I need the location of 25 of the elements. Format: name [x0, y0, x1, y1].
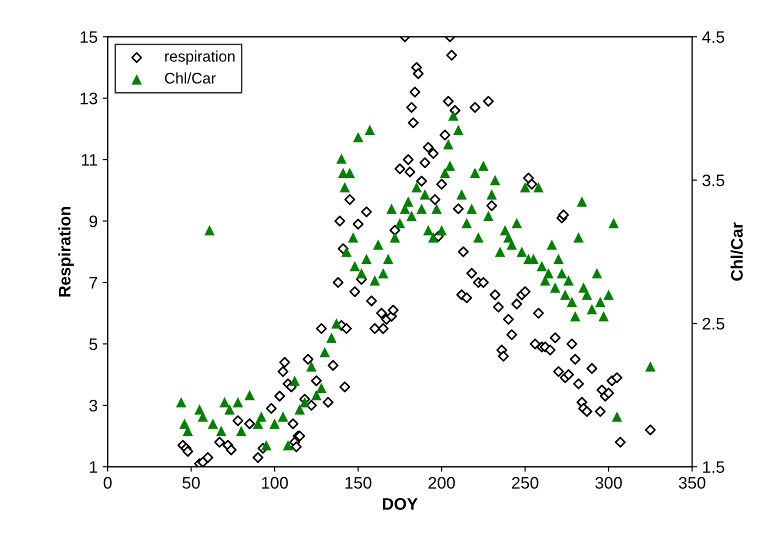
x-tick-label: 150 — [346, 476, 372, 489]
y2-axis-title: Chl/Car — [730, 222, 743, 281]
y-tick-label: 3 — [89, 400, 98, 412]
y2-tick-label: 1.5 — [703, 461, 724, 473]
legend-label: respiration — [165, 50, 235, 65]
x-tick-label: 250 — [512, 476, 538, 489]
x-tick-label: 300 — [595, 476, 622, 489]
x-tick-label: 200 — [428, 476, 455, 489]
y-tick-label: 5 — [89, 338, 98, 350]
legend-label: Chl/Car — [164, 72, 216, 84]
y2-tick-label: 2.5 — [702, 318, 724, 330]
x-axis-title: DOY — [382, 498, 418, 510]
y-tick-label: 1 — [90, 461, 98, 473]
x-tick-label: 100 — [262, 476, 288, 489]
x-tick-label: 0 — [104, 476, 112, 489]
y2-tick-label: 3.5 — [702, 174, 724, 186]
y-tick-label: 13 — [80, 92, 98, 104]
x-tick-label: 350 — [678, 476, 706, 489]
y-tick-label: 11 — [82, 154, 98, 166]
y-tick-label: 9 — [89, 215, 98, 228]
y2-tick-label: 4.5 — [702, 31, 724, 43]
y-axis-title: Respiration — [58, 206, 74, 296]
y-tick-label: 7 — [90, 277, 98, 289]
x-tick-label: 50 — [182, 476, 200, 489]
y-tick-label: 15 — [80, 31, 98, 43]
